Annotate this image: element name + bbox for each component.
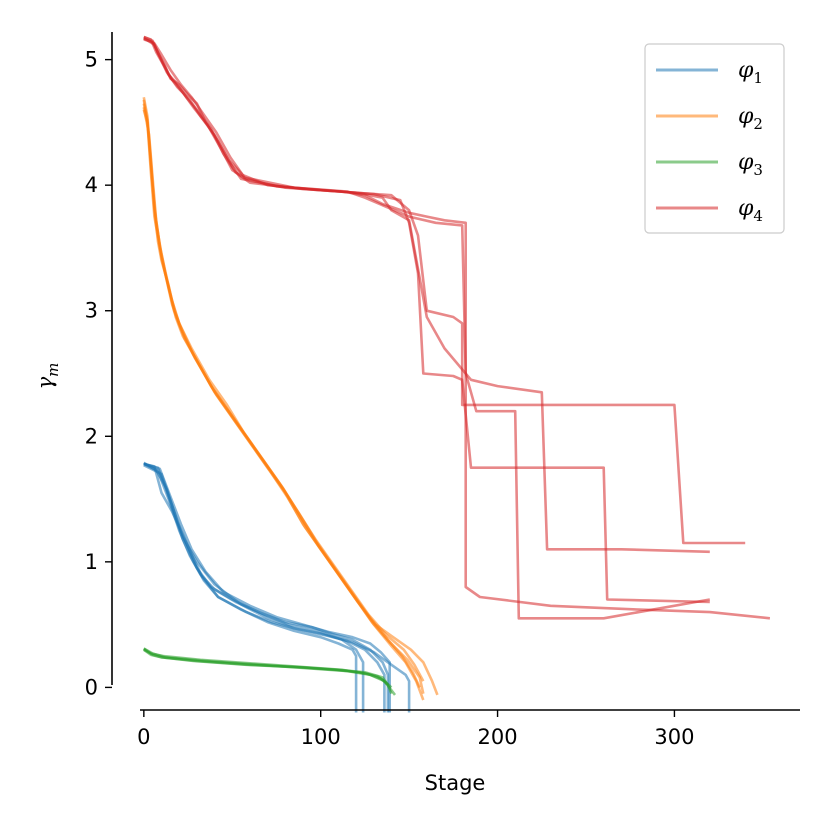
legend-box <box>644 43 785 234</box>
y-tick-label: 5 <box>85 48 98 72</box>
x-axis-label: Stage <box>425 771 486 795</box>
series-line-phi2-run-3 <box>142 103 425 694</box>
legend-label-phi3: φ3 <box>738 150 763 179</box>
series-line-phi4-run-5 <box>143 37 771 620</box>
y-tick-label: 0 <box>85 675 98 699</box>
x-tick-label: 100 <box>301 725 341 749</box>
y-axis-label: γm <box>33 363 62 390</box>
legend-symbol: φ <box>738 150 754 175</box>
series-line-phi4-run-2 <box>143 37 710 554</box>
x-tick-label: 0 <box>137 725 150 749</box>
series-line-phi3-run-3 <box>143 648 389 686</box>
series-line-phi1-run-1 <box>143 462 358 713</box>
series-line-phi4-run-4 <box>143 35 711 620</box>
x-tick-label: 300 <box>654 725 694 749</box>
x-tick-label: 200 <box>478 725 518 749</box>
y-axis-label-sub: m <box>44 363 62 377</box>
legend-symbol: φ <box>738 58 754 83</box>
y-ticks: 0 1 2 3 4 5 <box>85 48 112 699</box>
series-lines <box>142 35 771 713</box>
y-tick-label: 3 <box>85 299 98 323</box>
legend-label-phi1: φ1 <box>738 58 763 87</box>
y-tick-label: 1 <box>85 550 98 574</box>
y-axis-label-main: γ <box>33 376 57 389</box>
legend-subscript: 4 <box>753 207 763 225</box>
series-line-phi1-run-5 <box>143 462 391 713</box>
legend-subscript: 3 <box>753 161 763 179</box>
legend-symbol: φ <box>738 104 754 129</box>
legend-subscript: 2 <box>753 115 763 133</box>
series-line-phi3-run-4 <box>143 647 393 689</box>
y-tick-label: 4 <box>85 173 98 197</box>
series-line-phi2-run-5 <box>142 109 425 682</box>
x-ticks: 0 100 200 300 <box>137 710 694 749</box>
legend-label-phi4: φ4 <box>738 196 763 225</box>
legend-label-phi2: φ2 <box>738 104 763 133</box>
legend-subscript: 1 <box>753 69 763 87</box>
series-line-phi4-run-3 <box>143 38 710 604</box>
y-tick-label: 2 <box>85 424 98 448</box>
series-line-phi1-run-6 <box>143 462 411 713</box>
legend-symbol: φ <box>738 196 754 221</box>
series-line-phi1-run-2 <box>143 461 365 713</box>
